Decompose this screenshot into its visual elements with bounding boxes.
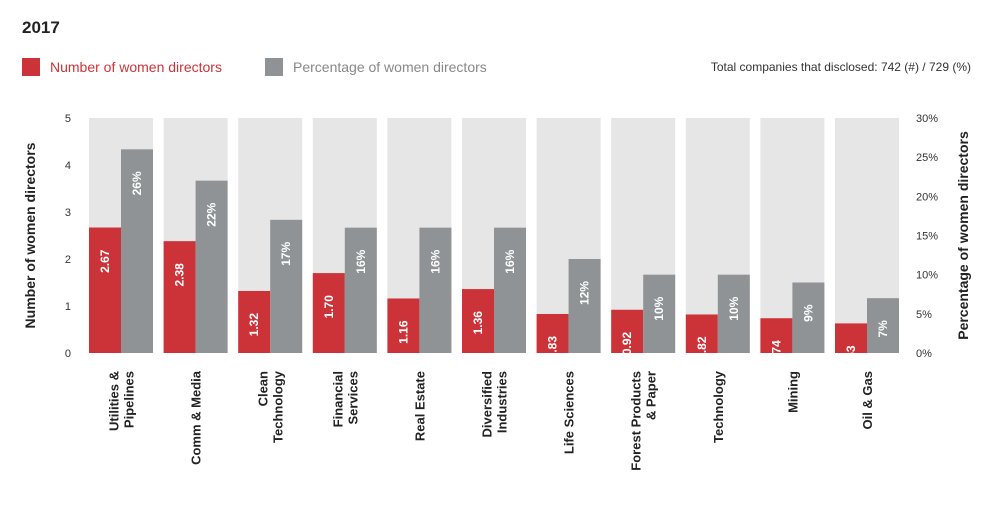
y-tick-right: 10% — [916, 270, 938, 282]
category-label: Forest Products — [629, 371, 644, 471]
y-tick-right: 20% — [916, 191, 938, 203]
category-label: Financial — [330, 371, 345, 427]
category-label: Clean — [256, 371, 271, 406]
bar-women-percentage — [494, 227, 526, 353]
bar-women-percentage — [419, 227, 452, 353]
category-label: Pipelines — [122, 371, 137, 428]
legend-label-women-count: Number of women directors — [50, 59, 222, 75]
bar-women-percentage — [344, 227, 377, 353]
bar-women-percentage — [121, 149, 153, 353]
data-label-women-percentage: 12% — [578, 281, 592, 305]
bar-women-percentage — [270, 219, 303, 353]
data-label-women-count: 1.70 — [322, 295, 336, 319]
category-label: Diversified — [480, 371, 495, 438]
data-label-women-percentage: 16% — [354, 249, 368, 273]
data-label-women-count: 1.16 — [396, 320, 410, 344]
legend-swatch-red — [22, 58, 40, 76]
y-tick-left: 1 — [65, 301, 71, 313]
category-label: Services — [345, 371, 360, 425]
y-tick-left: 3 — [65, 207, 71, 219]
bar-women-count — [760, 318, 793, 353]
data-label-women-count: 0.74 — [769, 340, 783, 364]
bar-women-percentage — [643, 274, 676, 353]
legend-label-women-percentage: Percentage of women directors — [293, 59, 487, 75]
y-tick-right: 5% — [916, 309, 932, 321]
bar-women-percentage — [195, 180, 228, 353]
data-label-women-count: 0.82 — [695, 336, 709, 360]
data-label-women-percentage: 22% — [205, 202, 219, 226]
data-label-women-count: 0.83 — [546, 336, 560, 360]
data-label-women-count: 1.32 — [247, 313, 261, 337]
data-label-women-percentage: 7% — [876, 320, 890, 338]
data-label-women-percentage: 17% — [279, 242, 293, 266]
y-axis-title-right: Percentage of women directors — [955, 131, 971, 340]
y-tick-right: 30% — [916, 113, 938, 125]
category-label: & Paper — [644, 371, 659, 420]
data-label-women-percentage: 10% — [652, 296, 666, 320]
y-tick-left: 4 — [65, 160, 71, 172]
bar-women-percentage — [717, 274, 750, 353]
y-tick-right: 0% — [916, 348, 932, 360]
category-label: Comm & Media — [189, 370, 204, 465]
total-companies-note: Total companies that disclosed: 742 (#) … — [710, 60, 971, 74]
category-label: Life Sciences — [562, 371, 577, 454]
bar-women-count — [238, 290, 271, 353]
data-label-women-percentage: 10% — [727, 296, 741, 320]
category-label: Technology — [711, 370, 726, 443]
category-label: Real Estate — [412, 371, 427, 441]
bar-women-percentage — [867, 298, 899, 353]
data-label-women-percentage: 9% — [801, 304, 815, 322]
bar-women-count — [387, 298, 420, 353]
bar-women-count — [611, 309, 644, 353]
data-label-women-count: 0.92 — [620, 331, 634, 355]
data-label-women-count: 2.67 — [98, 249, 112, 273]
bar-women-percentage — [792, 282, 825, 353]
bar-women-percentage — [568, 259, 601, 353]
bar-women-count — [312, 273, 345, 353]
bar-women-count — [89, 227, 121, 353]
bar-women-count — [536, 313, 569, 353]
bar-women-count — [462, 289, 494, 353]
y-tick-right: 15% — [916, 231, 938, 243]
y-tick-left: 5 — [65, 113, 71, 125]
category-label: Industries — [495, 371, 510, 433]
category-label: Oil & Gas — [860, 371, 875, 430]
bar-women-count — [685, 314, 718, 353]
bar-women-count — [163, 241, 196, 353]
category-label: Utilities & — [107, 371, 122, 431]
category-label: Mining — [785, 371, 800, 413]
bar-women-count — [835, 323, 867, 353]
legend-item-women-percentage: Percentage of women directors — [265, 58, 487, 76]
data-label-women-percentage: 16% — [503, 249, 517, 273]
data-label-women-percentage: 26% — [130, 171, 144, 195]
y-axis-title-left: Number of women directors — [22, 142, 38, 328]
legend-item-women-count: Number of women directors — [22, 58, 222, 76]
data-label-women-percentage: 16% — [428, 249, 442, 273]
data-label-women-count: 0.63 — [844, 345, 858, 369]
data-label-women-count: 1.36 — [471, 311, 485, 335]
category-label: Technology — [271, 370, 286, 443]
y-tick-left: 2 — [65, 254, 71, 266]
y-tick-right: 25% — [916, 152, 938, 164]
data-label-women-count: 2.38 — [173, 263, 187, 287]
chart-year-title: 2017 — [22, 18, 60, 37]
y-tick-left: 0 — [65, 348, 71, 360]
legend-swatch-gray — [265, 58, 283, 76]
